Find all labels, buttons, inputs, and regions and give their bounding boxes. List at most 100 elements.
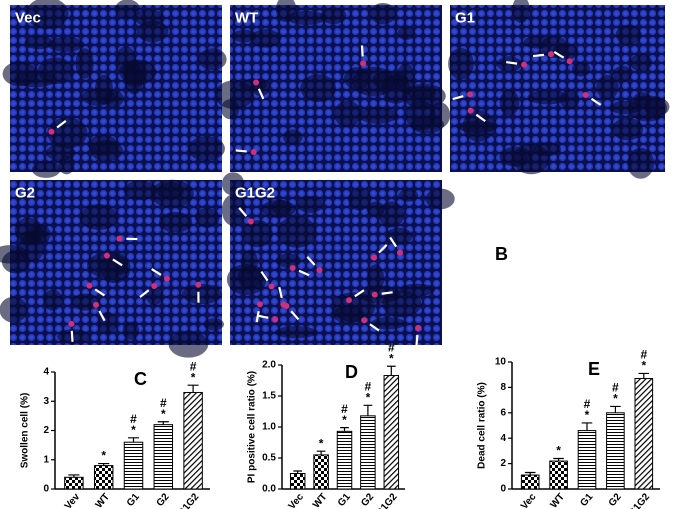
arrow-marker	[378, 244, 388, 254]
error-bar	[68, 474, 80, 478]
arrow-marker	[94, 288, 106, 297]
panel-label: WT	[235, 9, 258, 26]
arrow-marker	[532, 53, 545, 58]
dark-patch	[242, 220, 273, 248]
dark-patch	[429, 102, 451, 128]
dark-patch	[26, 0, 69, 30]
micrograph	[230, 180, 442, 345]
arrow-marker	[475, 113, 486, 123]
bar	[336, 430, 353, 490]
arrow-marker	[260, 270, 269, 282]
dark-patch	[198, 48, 227, 71]
y-tick-label: 3	[43, 396, 49, 407]
dark-patch	[378, 201, 405, 228]
y-tick-label: 10	[495, 357, 507, 368]
dark-patch	[250, 29, 282, 48]
dark-patch	[81, 88, 117, 106]
pi-cell	[361, 317, 368, 324]
bar	[93, 465, 114, 490]
pi-cell	[345, 297, 352, 304]
pi-cell	[566, 58, 573, 65]
dark-patch	[381, 74, 411, 104]
dark-patch	[38, 57, 74, 85]
pi-cell	[163, 275, 170, 282]
pi-cell	[116, 235, 123, 242]
bar	[360, 415, 376, 490]
dark-patch	[448, 47, 474, 80]
significance-mark: *	[191, 370, 196, 384]
arrow-marker	[369, 323, 380, 332]
x-tick-label: G2	[155, 491, 172, 509]
y-tick-label: 0.0	[262, 484, 276, 495]
y-axis-label: Swollen cell (%)	[20, 393, 31, 469]
x-tick-label: WT	[549, 492, 567, 509]
dark-patch	[571, 61, 591, 77]
dark-patch	[146, 288, 163, 306]
error-bar	[157, 421, 169, 425]
dark-patch	[1, 250, 31, 274]
x-tick-label: G1	[125, 491, 142, 509]
pi-cell	[92, 301, 99, 308]
arrow-marker	[70, 330, 74, 342]
arrow-marker	[389, 236, 398, 248]
pi-cell	[467, 91, 474, 98]
arrow-marker	[354, 289, 365, 298]
pi-cell	[268, 283, 275, 290]
dark-patch	[71, 293, 101, 311]
arrow-marker	[98, 310, 106, 322]
dark-patch	[226, 263, 267, 296]
pi-cell	[103, 252, 110, 259]
x-tick-label: G1G2	[627, 491, 653, 509]
y-tick-label: 4	[43, 367, 49, 378]
arrow-marker	[238, 207, 248, 217]
dark-patch	[124, 62, 144, 95]
chart-title: E	[588, 359, 600, 379]
pi-cell	[283, 302, 290, 309]
dark-patch	[496, 56, 522, 72]
pi-cell	[316, 267, 323, 274]
error-bar	[127, 437, 140, 443]
dark-patch	[523, 35, 551, 49]
arrow-marker	[290, 310, 300, 321]
bar	[289, 473, 306, 490]
dark-patch	[274, 326, 318, 339]
dark-patch	[58, 155, 75, 175]
dark-patch	[512, 0, 530, 24]
dark-patch	[366, 201, 385, 217]
pi-cell	[396, 249, 403, 256]
significance-mark: #	[612, 381, 619, 395]
arrow-marker	[151, 268, 162, 276]
x-tick-label: Vec	[519, 491, 539, 509]
arrow-marker	[381, 291, 393, 295]
pi-cell	[467, 107, 474, 114]
x-tick-label: Vec	[287, 491, 307, 509]
x-tick-label: G1G2	[374, 491, 400, 509]
error-bar	[340, 427, 349, 432]
pi-cell	[582, 91, 589, 98]
dark-patch	[24, 35, 54, 50]
dark-patch	[56, 329, 90, 344]
arrow-marker	[298, 269, 310, 277]
significance-mark: *	[366, 390, 371, 404]
arrow-marker	[255, 310, 260, 323]
dark-patch	[397, 26, 415, 40]
significance-mark: *	[556, 444, 561, 458]
significance-mark: *	[131, 423, 136, 437]
dark-patch	[527, 90, 569, 105]
bar	[183, 391, 203, 490]
x-tick-label: WT	[311, 492, 329, 509]
pi-cell	[86, 282, 93, 289]
panel-label: G1	[455, 9, 475, 26]
y-tick-label: 6	[500, 407, 506, 418]
pi-cell	[68, 320, 75, 327]
significance-mark: *	[319, 436, 324, 450]
pi-cell	[256, 301, 263, 308]
pi-cell	[247, 218, 254, 225]
significance-mark: #	[640, 348, 647, 362]
arrow-marker	[235, 149, 247, 153]
error-bar	[610, 405, 621, 413]
dark-patch	[195, 207, 220, 228]
x-tick-label: Vev	[63, 491, 83, 509]
panel-label: G2	[15, 184, 35, 201]
